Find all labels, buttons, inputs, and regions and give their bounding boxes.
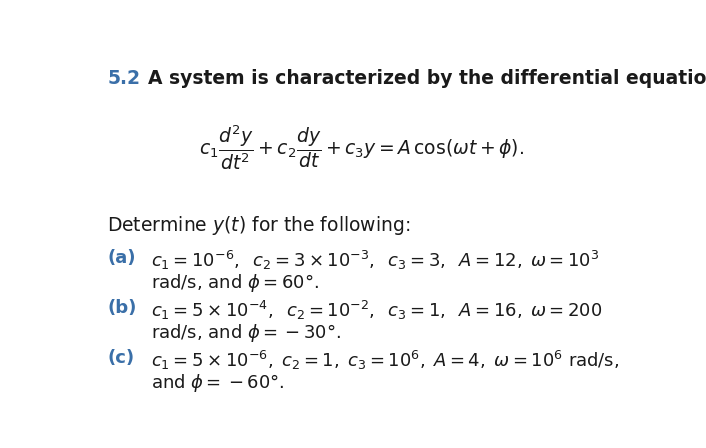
Text: $c_1 = 5 \times 10^{-4},\;\; c_2 = 10^{-2},\;\; c_3 = 1,\;\; A = 16,\; \omega = : $c_1 = 5 \times 10^{-4},\;\; c_2 = 10^{-… bbox=[151, 299, 602, 322]
Text: rad/s, and $\phi = -30°$.: rad/s, and $\phi = -30°$. bbox=[151, 322, 341, 344]
Text: 5.2: 5.2 bbox=[107, 69, 140, 88]
Text: (a): (a) bbox=[107, 249, 136, 267]
Text: rad/s, and $\phi = 60°$.: rad/s, and $\phi = 60°$. bbox=[151, 272, 319, 294]
Text: $c_1 = 10^{-6},\;\; c_2 = 3 \times 10^{-3},\;\; c_3 = 3,\;\; A = 12,\; \omega = : $c_1 = 10^{-6},\;\; c_2 = 3 \times 10^{-… bbox=[151, 249, 599, 272]
Text: A system is characterized by the differential equation: A system is characterized by the differe… bbox=[148, 69, 706, 88]
Text: $c_1 = 5 \times 10^{-6},\; c_2 = 1,\; c_3 = 10^6,\; A = 4,\; \omega = 10^6$ rad/: $c_1 = 5 \times 10^{-6},\; c_2 = 1,\; c_… bbox=[151, 349, 619, 372]
Text: and $\phi = -60°$.: and $\phi = -60°$. bbox=[151, 372, 285, 394]
Text: Determine $y(t)$ for the following:: Determine $y(t)$ for the following: bbox=[107, 214, 411, 237]
Text: (c): (c) bbox=[107, 349, 135, 367]
Text: $c_1 \dfrac{d^2y}{dt^2} + c_2 \dfrac{dy}{dt} + c_3y = A\,\mathrm{cos}(\omega t +: $c_1 \dfrac{d^2y}{dt^2} + c_2 \dfrac{dy}… bbox=[199, 123, 525, 172]
Text: (b): (b) bbox=[107, 299, 137, 317]
